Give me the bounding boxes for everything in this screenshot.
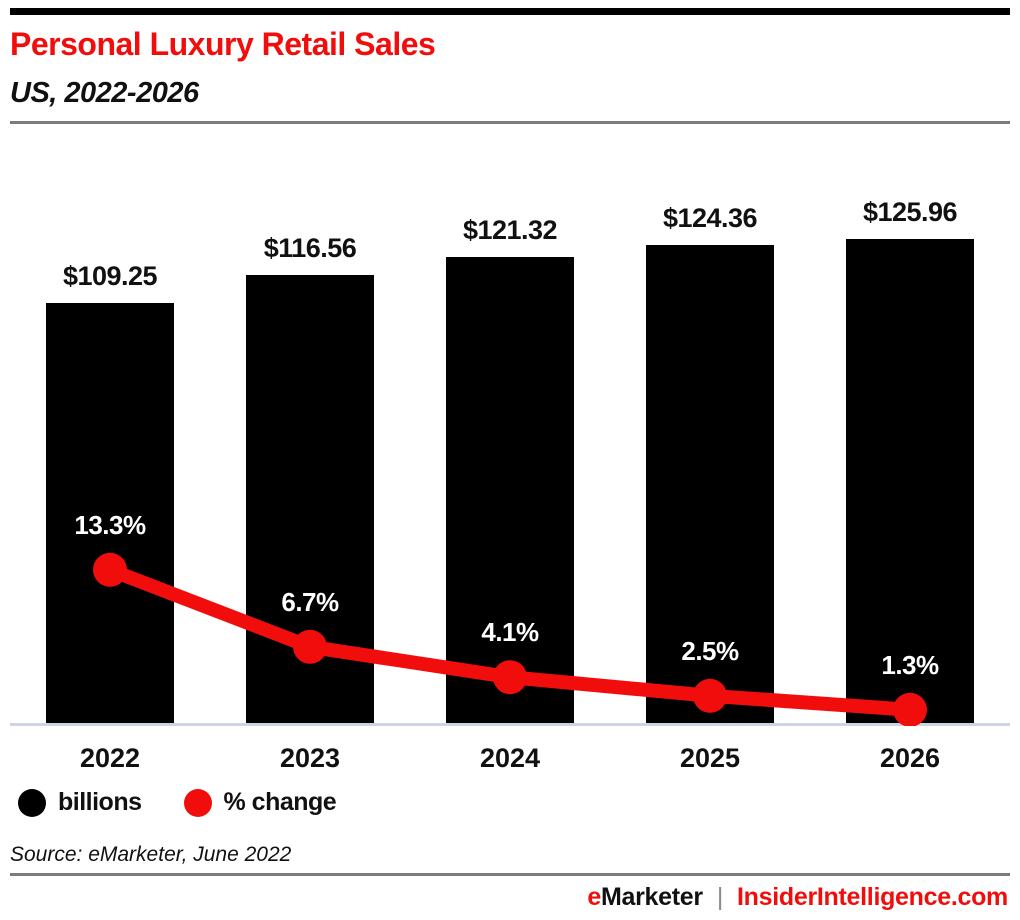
- header-divider: [10, 121, 1010, 124]
- x-axis-label-2023: 2023: [279, 743, 341, 773]
- legend-item-billions: billions: [18, 788, 142, 817]
- legend-item-pct-change: % change: [183, 788, 337, 817]
- chart-subtitle: US, 2022-2026: [10, 77, 199, 109]
- bar-value-label-2024: $121.32: [462, 215, 558, 245]
- pct-change-label-2026: 1.3%: [881, 649, 939, 680]
- bar-2024: [446, 257, 574, 723]
- legend-dot-billions-icon: [18, 788, 46, 817]
- x-axis-label-2024: 2024: [479, 743, 541, 773]
- bar-value-label-2022: $109.25: [62, 261, 158, 291]
- footer-separator: |: [716, 883, 724, 911]
- legend-label-pct-change: % change: [223, 788, 337, 816]
- legend-label-billions: billions: [58, 788, 142, 816]
- emarketer-logo-e: e: [587, 883, 601, 911]
- insider-intelligence-link: InsiderIntelligence.com: [737, 883, 1008, 911]
- emarketer-logo: eMarketer: [587, 883, 703, 912]
- chart-area: $109.25 $116.56 $121.32 $124.36 $125.96 13.3%…: [10, 130, 1010, 780]
- bar-value-label-2026: $125.96: [862, 197, 958, 227]
- plot-area: $109.25 $116.56 $121.32 $124.36 $125.96 13.3%…: [10, 130, 1010, 726]
- top-accent-bar: [10, 8, 1010, 15]
- legend-dot-pct-change-icon: [183, 788, 212, 817]
- x-axis-label-2026: 2026: [879, 743, 941, 773]
- bar-value-label-2023: $116.56: [263, 233, 357, 263]
- footer: eMarketer | InsiderIntelligence.com: [587, 883, 1008, 912]
- footer-divider: [10, 873, 1010, 876]
- legend: billions % change: [18, 788, 378, 817]
- bar-2023: [246, 275, 374, 723]
- chart-title: Personal Luxury Retail Sales: [10, 26, 436, 62]
- emarketer-logo-rest: Marketer: [601, 883, 703, 911]
- bar-value-label-2025: $124.36: [662, 203, 758, 233]
- x-axis-label-2025: 2025: [679, 743, 741, 773]
- pct-change-label-2024: 4.1%: [481, 617, 539, 648]
- source-note: Source: eMarketer, June 2022: [10, 843, 292, 866]
- pct-change-label-2023: 6.7%: [281, 586, 339, 617]
- pct-change-label-2025: 2.5%: [681, 635, 739, 666]
- pct-change-label-2022: 13.3%: [74, 509, 146, 540]
- x-axis-label-2022: 2022: [79, 743, 141, 773]
